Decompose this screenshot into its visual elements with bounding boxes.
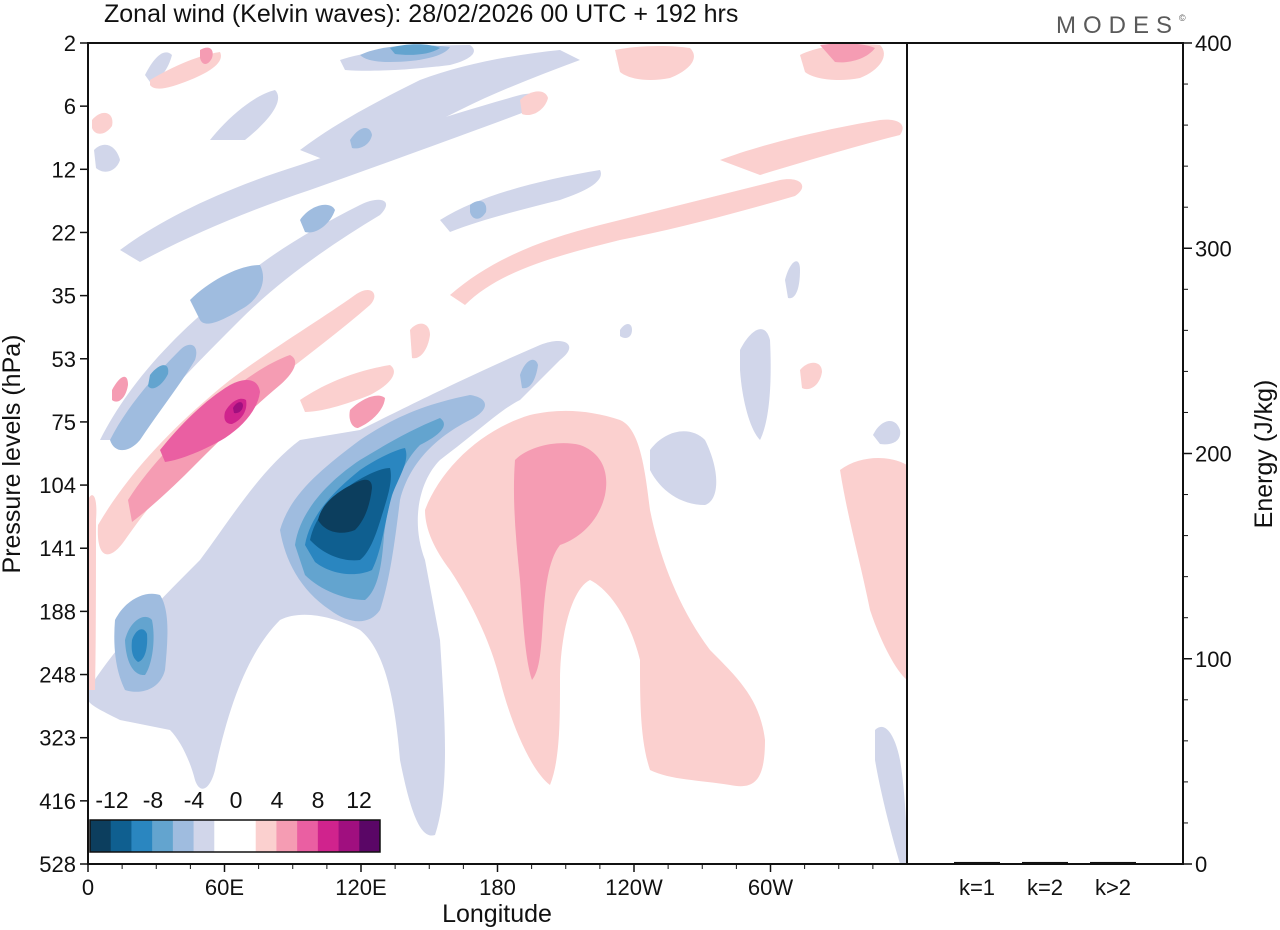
y-tick-label: 35 [52,284,76,309]
colorbar-label: -8 [143,787,163,813]
contour-pos-strong [160,379,260,462]
y-tick-label: 141 [39,536,76,561]
y-tick-label: 2 [64,31,76,56]
y-tick-label: 22 [52,220,76,245]
x-tick-label: 120E [335,875,386,900]
y-tick-label: 12 [52,157,76,182]
y-tick-label: 248 [39,663,76,688]
colorbar-swatch [152,820,174,852]
y-tick-label: 528 [39,852,76,877]
energy-category-label: k=2 [1027,875,1063,900]
energy-tick-label: 100 [1195,647,1232,672]
energy-category-label: k=1 [959,875,995,900]
colorbar-swatch [317,820,340,852]
energy-axis: 0 100 200 300 400 [1183,31,1232,877]
y-axis: 2 6 12 22 35 53 75 104 141 188 248 323 416 528 [39,31,88,877]
colorbar-swatches [89,819,381,853]
colorbar-labels: -12 -8 -4 0 4 8 12 [95,787,371,813]
x-tick-label: 180 [479,875,516,900]
colorbar-label: 12 [346,787,372,813]
chart-title: Zonal wind (Kelvin waves): 28/02/2026 00… [104,0,738,28]
contour-pos-light [88,44,907,787]
energy-category-axis: k=1 k=2 k>2 [959,875,1131,900]
colorbar-label: 4 [271,787,284,813]
y-tick-label: 75 [52,410,76,435]
colorbar-swatch [338,820,360,852]
colorbar-swatch [172,820,195,852]
colorbar: -12 -8 -4 0 4 8 12 [89,787,381,853]
y-tick-label: 6 [64,94,76,119]
colorbar-label: -12 [95,787,128,813]
colorbar-frame [89,819,381,853]
y-tick-label: 104 [39,473,76,498]
colorbar-swatch [193,820,215,852]
colorbar-label: 8 [312,787,325,813]
colorbar-swatch [214,820,236,852]
x-tick-label: 0 [82,875,94,900]
y-tick-label: 188 [39,599,76,624]
colorbar-swatch [255,820,277,852]
energy-tick-label: 300 [1195,236,1232,261]
x-tick-label: 120W [605,875,663,900]
energy-tick-label: 0 [1195,852,1207,877]
y-tick-label: 416 [39,789,76,814]
contour-pos-darkest [233,402,243,414]
energy-bar [1090,861,1136,864]
energy-tick-label: 400 [1195,31,1232,56]
x-axis: 0 60E 120E 180 120W 60W [82,864,874,900]
x-axis-label: Longitude [442,900,552,928]
energy-axis-label: Energy (J/kg) [1250,380,1278,529]
energy-tick-label: 200 [1195,442,1232,467]
x-tick-label: 60W [748,875,793,900]
y-axis-label: Pressure levels (hPa) [0,335,26,574]
colorbar-label: -4 [184,787,205,813]
energy-panel [906,42,1184,865]
colorbar-swatch [359,820,381,852]
energy-bar [1022,861,1068,864]
energy-bar [954,861,1000,864]
energy-category-label: k>2 [1095,875,1131,900]
contour-panel [87,42,908,865]
energy-bars [954,861,1136,864]
contour-neg-darkest [318,479,372,533]
brand-logo: MODES© [1056,12,1193,39]
colorbar-swatch [235,820,257,852]
energy-frame [906,42,1184,865]
colorbar-swatch [131,820,153,852]
colorbar-swatch [276,820,298,852]
y-tick-label: 53 [52,347,76,372]
colorbar-swatch [297,820,319,852]
y-tick-label: 323 [39,726,76,751]
colorbar-swatch [90,820,112,852]
colorbar-swatch [110,820,132,852]
x-tick-label: 60E [205,875,244,900]
colorbar-label: 0 [230,787,243,813]
